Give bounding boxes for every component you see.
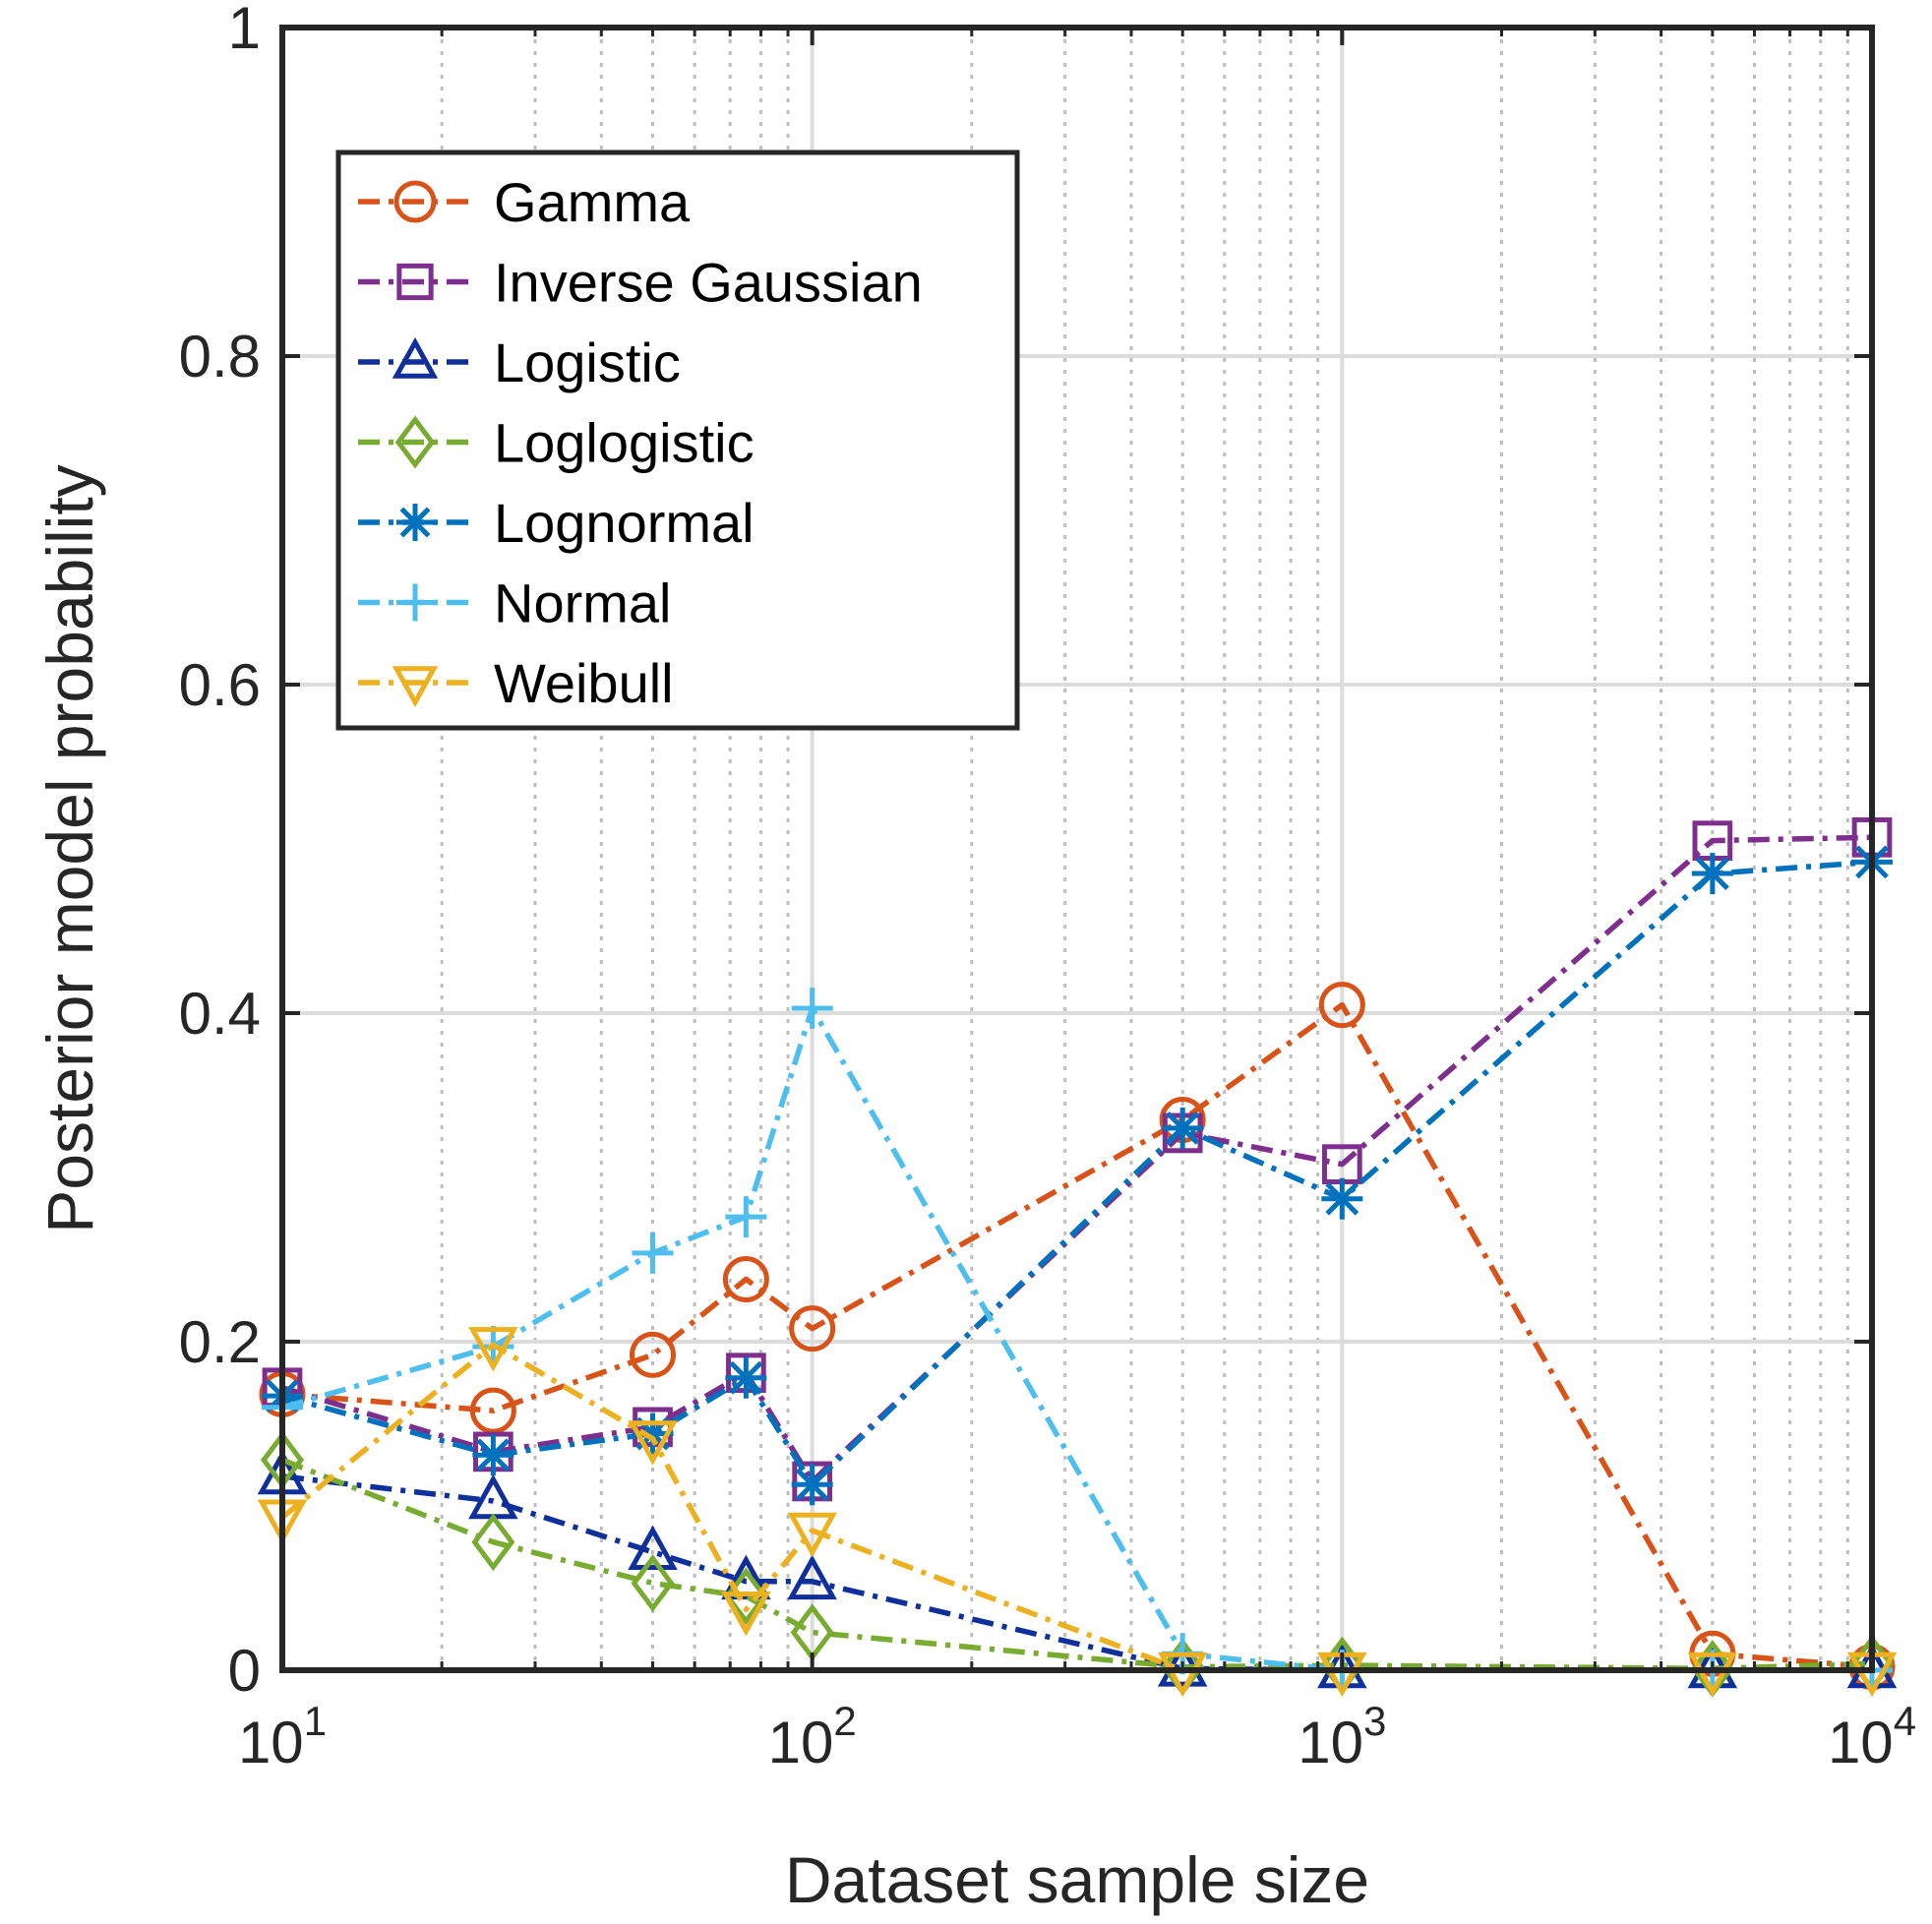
marker-asterisk	[791, 1464, 833, 1506]
marker-triangle-up	[787, 1554, 837, 1600]
marker-asterisk	[472, 1434, 514, 1476]
legend-item: Loglogistic	[358, 412, 755, 474]
marker-circle	[722, 1256, 769, 1303]
marker-triangle-down	[468, 1327, 518, 1372]
marker-circle	[393, 180, 437, 223]
legend-label: Gamma	[494, 171, 691, 233]
series-weibull	[257, 1327, 1898, 1698]
legend-label: Inverse Gaussian	[494, 252, 923, 314]
plot-area-frame	[279, 25, 1875, 1673]
marker-asterisk	[396, 504, 434, 541]
legend-label: Lognormal	[494, 492, 755, 554]
legend-label: Loglogistic	[494, 412, 755, 474]
series-logistic	[257, 1449, 1898, 1689]
marker-triangle-down	[628, 1420, 678, 1466]
axis-ticks: 101 102 103 104 0 0.2 0.4 0.6 0.8 1	[179, 0, 1916, 1775]
series-line	[281, 1457, 1873, 1672]
legend-item: Logistic	[358, 331, 681, 393]
plot-series	[257, 816, 1898, 1698]
x-tick-label: 104	[1828, 1698, 1916, 1775]
y-tick-label: 0.6	[179, 652, 261, 718]
y-tick-label: 0.4	[179, 981, 261, 1047]
y-tick-label: 0	[228, 1638, 261, 1704]
y-axis-label: Posterior model probability	[33, 464, 106, 1233]
legend-item: Inverse Gaussian	[358, 252, 923, 314]
x-tick-label: 101	[238, 1698, 327, 1775]
series-line	[281, 1001, 1873, 1670]
legend-item: Normal	[358, 572, 671, 634]
marker-plus	[725, 1196, 767, 1238]
marker-circle	[1318, 982, 1365, 1029]
series-line	[281, 1005, 1872, 1673]
series-line	[281, 1473, 1872, 1673]
y-tick-label: 0.8	[179, 324, 261, 390]
legend-item: Weibull	[358, 652, 674, 714]
marker-triangle-up	[721, 1554, 771, 1600]
marker-triangle-down	[1157, 1652, 1208, 1698]
marker-triangle-down	[392, 666, 439, 708]
legend-label: Logistic	[494, 331, 681, 393]
x-tick-label: 103	[1298, 1698, 1386, 1775]
marker-triangle-down	[787, 1512, 837, 1558]
marker-circle	[469, 1387, 516, 1434]
marker-diamond	[631, 1554, 675, 1612]
legend-label: Weibull	[494, 652, 674, 714]
y-tick-label: 0.2	[179, 1309, 261, 1375]
marker-triangle-up	[628, 1525, 678, 1571]
marker-diamond	[394, 415, 436, 469]
series-line	[281, 834, 1873, 1484]
marker-triangle-up	[392, 336, 439, 379]
marker-square	[396, 263, 434, 301]
legend-label: Normal	[494, 572, 671, 634]
marker-asterisk	[725, 1356, 767, 1399]
marker-circle	[630, 1331, 677, 1378]
marker-triangle-down	[1687, 1652, 1738, 1698]
x-axis-label: Dataset sample size	[785, 1843, 1369, 1916]
marker-plus	[791, 987, 833, 1029]
marker-diamond	[471, 1513, 515, 1572]
marker-triangle-down	[721, 1591, 771, 1637]
marker-asterisk	[1691, 853, 1733, 895]
y-tick-label: 1	[228, 0, 261, 61]
legend: Gamma Inverse Gaussian Logistic Loglogistic…	[335, 150, 1020, 731]
legend-item: Lognormal	[358, 492, 755, 554]
marker-asterisk	[1321, 1177, 1363, 1220]
marker-plus	[632, 1232, 674, 1274]
marker-plus	[396, 583, 434, 622]
marker-circle	[789, 1305, 836, 1353]
x-tick-label: 102	[768, 1698, 857, 1775]
marker-asterisk	[1162, 1107, 1204, 1149]
series-line	[281, 859, 1873, 1488]
legend-item: Gamma	[358, 171, 691, 233]
